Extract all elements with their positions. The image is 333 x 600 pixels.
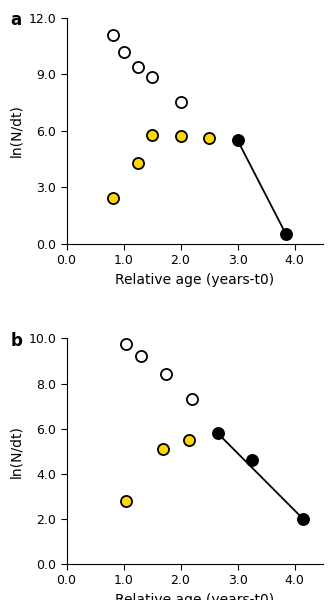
X-axis label: Relative age (years-t0): Relative age (years-t0) [115,272,274,287]
Text: a: a [10,11,21,29]
Text: b: b [10,332,22,350]
Y-axis label: ln(N/dt): ln(N/dt) [9,425,23,478]
Y-axis label: ln(N/dt): ln(N/dt) [9,104,23,157]
X-axis label: Relative age (years-t0): Relative age (years-t0) [115,593,274,600]
